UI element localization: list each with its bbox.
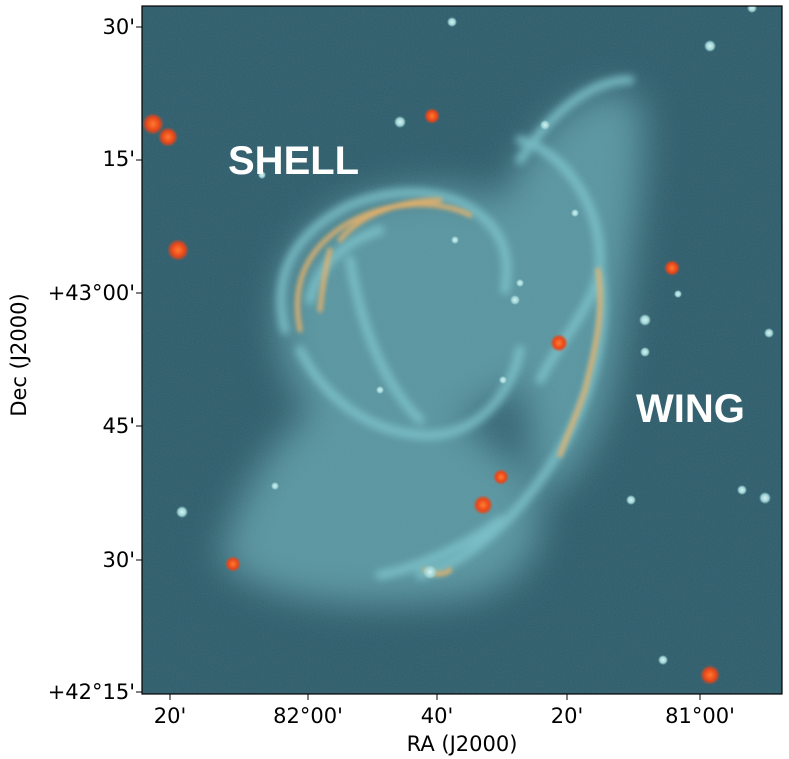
x-axis: 20' 82°00' 40' 20' 81°00' RA (J2000): [136, 26, 735, 756]
y-tick-label: 45': [103, 414, 136, 438]
bright-star: [664, 260, 680, 276]
x-tick-label: 20': [154, 704, 187, 728]
faint-star: [759, 492, 771, 504]
faint-star: [658, 655, 668, 665]
faint-star: [271, 482, 279, 490]
y-tick-label: +43°00': [48, 281, 135, 305]
nebula-filaments: [276, 75, 635, 580]
wing-annotation: WING: [636, 387, 745, 431]
faint-star: [639, 314, 651, 326]
faint-star: [626, 495, 636, 505]
x-tick-label: 20': [551, 704, 584, 728]
x-tick-label: 82°00': [273, 704, 343, 728]
bright-star: [700, 665, 720, 685]
bright-star: [167, 239, 189, 261]
faint-star: [571, 209, 579, 217]
bright-stars: [142, 108, 720, 685]
faint-star: [516, 279, 524, 287]
faint-stars: [176, 6, 774, 665]
x-axis-label: RA (J2000): [407, 732, 518, 756]
bright-star: [493, 469, 509, 485]
faint-star: [499, 376, 507, 384]
y-axis: 30' 15' +43°00' 45' 30' +42°15' Dec (J20…: [7, 15, 135, 704]
faint-star: [451, 236, 459, 244]
faint-star: [258, 171, 266, 179]
x-tick-marks: [136, 26, 701, 700]
x-tick-label: 40': [421, 704, 454, 728]
y-tick-label: 30': [103, 15, 136, 39]
bright-star: [550, 334, 568, 352]
faint-star: [737, 485, 747, 495]
faint-star: [764, 328, 774, 338]
bright-star: [225, 556, 241, 572]
bright-star: [142, 113, 164, 135]
y-tick-label: 15': [103, 147, 136, 171]
bright-star: [424, 108, 440, 124]
faint-star: [540, 120, 550, 130]
y-tick-label: +42°15': [48, 680, 135, 704]
plot-frame: [141, 5, 783, 695]
faint-star: [394, 116, 406, 128]
faint-star: [674, 290, 682, 298]
faint-star: [747, 6, 757, 13]
faint-star: [704, 40, 716, 52]
faint-star: [423, 565, 437, 579]
x-tick-label: 81°00': [665, 704, 735, 728]
faint-star: [640, 347, 650, 357]
bright-star: [158, 127, 178, 147]
faint-star: [176, 506, 188, 518]
y-axis-label: Dec (J2000): [7, 293, 31, 416]
nebula-diffuse-emission: [220, 91, 643, 604]
y-tick-label: 30': [103, 548, 136, 572]
bright-star: [473, 495, 493, 515]
faint-star: [510, 295, 520, 305]
shell-annotation: SHELL: [228, 139, 359, 183]
faint-star: [376, 386, 384, 394]
image-panel: [142, 6, 782, 694]
faint-star: [447, 17, 457, 27]
